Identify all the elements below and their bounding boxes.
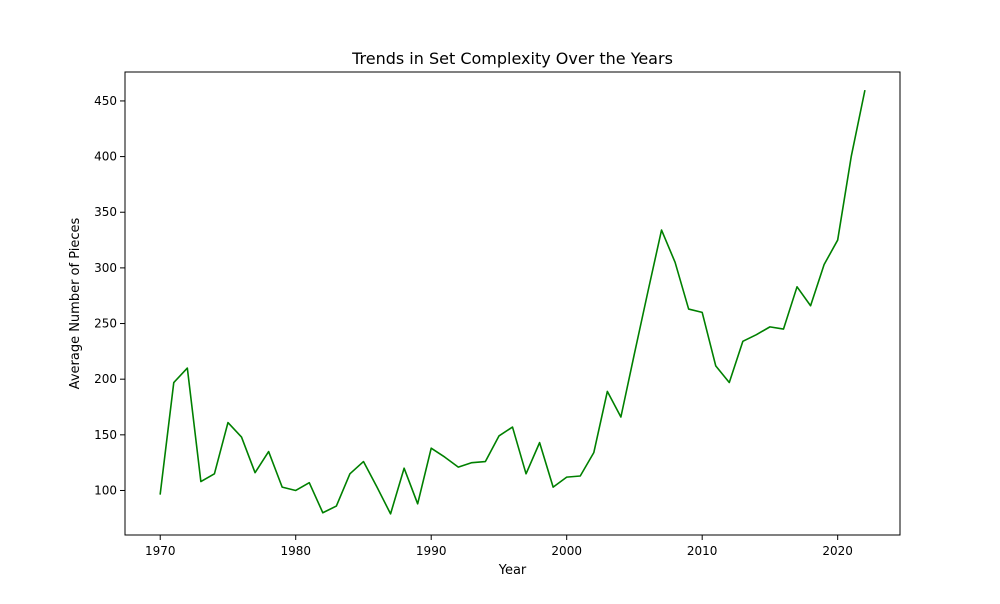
y-axis-label: Average Number of Pieces [68,217,83,389]
plot-layer [159,89,866,515]
y-tick-label: 350 [94,205,117,219]
chart-title: Trends in Set Complexity Over the Years [351,49,673,68]
axes-layer: 1970 1980 1990 2000 2010 2020 100 150 200 250 300 3… [94,71,901,558]
y-tick-label: 450 [94,94,117,108]
x-tick-label: 1980 [280,544,311,558]
y-tick-label: 400 [94,150,117,164]
data-line [159,89,866,515]
x-axis-label: Year [498,563,527,578]
y-tick-label: 250 [94,317,117,331]
x-tick-label: 2010 [687,544,718,558]
x-tick-label: 1990 [416,544,447,558]
y-tick-label: 300 [94,261,117,275]
plot-frame [124,71,901,536]
y-tick-label: 200 [94,372,117,386]
x-tick-label: 2020 [822,544,853,558]
x-tick-label: 1970 [145,544,176,558]
y-tick-label: 100 [94,483,117,497]
y-tick-label: 150 [94,428,117,442]
x-tick-label: 2000 [551,544,582,558]
